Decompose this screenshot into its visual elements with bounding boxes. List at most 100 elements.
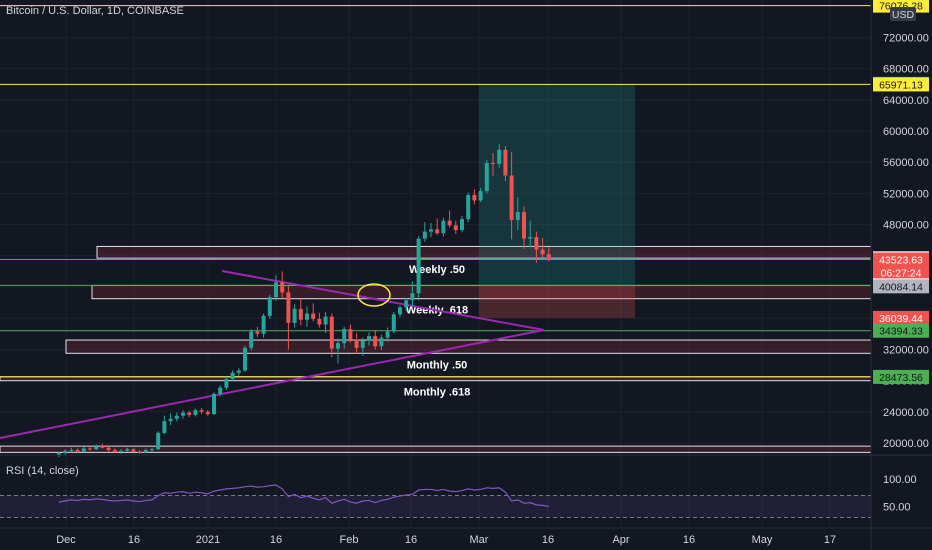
candle-body <box>212 393 216 415</box>
candle-body <box>379 337 384 347</box>
zone-label: Weekly .50 <box>409 264 465 276</box>
price-tick-label: 68000.00 <box>883 64 929 76</box>
candle-body <box>230 372 235 380</box>
candle-body <box>168 418 173 422</box>
price-tick-label: 64000.00 <box>883 95 929 107</box>
candle-body <box>491 162 495 164</box>
candle-body <box>156 432 161 450</box>
candle-body <box>280 282 285 293</box>
candle-body <box>69 450 74 452</box>
candle-body <box>298 308 303 320</box>
price-tag-bg <box>873 265 929 280</box>
price-tag-text: 40084.14 <box>879 281 923 293</box>
price-tag-bg <box>873 310 929 325</box>
price-tag-text: 06:27:24 <box>881 268 922 280</box>
candle-body <box>441 220 446 234</box>
currency-badge: USD <box>890 7 916 21</box>
candle-body <box>63 450 68 454</box>
candle-body <box>373 336 378 347</box>
candle-body <box>137 451 142 453</box>
zone-layer: Weekly .50Weekly .618Monthly .50Monthly … <box>0 245 872 453</box>
price-tag-bg <box>873 279 929 294</box>
candle-body <box>205 411 210 415</box>
rsi-legend: RSI (14, close) <box>6 465 79 477</box>
candle-body <box>323 316 328 325</box>
candle-body <box>478 191 483 201</box>
candle-body <box>119 450 123 452</box>
price-tag-text: 34394.33 <box>879 326 923 338</box>
candle-body <box>336 343 340 349</box>
time-tick-label: 16 <box>542 534 554 546</box>
candle-body <box>503 149 508 176</box>
candle-body <box>292 308 297 323</box>
candle-body <box>422 231 427 239</box>
symbol-title: Bitcoin / U.S. Dollar, 1D, COINBASE <box>6 5 184 17</box>
breakout-circle <box>357 283 391 307</box>
rsi-pane <box>0 454 932 518</box>
candle-body <box>360 340 365 348</box>
candle-body <box>199 410 204 412</box>
candle-body <box>112 450 117 452</box>
candles <box>57 144 551 458</box>
price-tag-bg <box>873 77 929 92</box>
candle-body <box>249 331 254 348</box>
candle-body <box>143 450 148 453</box>
candle-body <box>57 453 61 455</box>
candle-body <box>261 315 266 334</box>
candle-body <box>174 415 179 419</box>
candle-body <box>255 331 260 334</box>
candle-body <box>181 412 185 416</box>
candle-body <box>410 293 415 301</box>
candle-body <box>224 379 229 388</box>
price-tick-label: 52000.00 <box>883 188 929 200</box>
price-tag: 40084.14 <box>873 279 929 294</box>
candle-body <box>528 237 533 239</box>
zone-label: Monthly .50 <box>407 359 468 371</box>
price-tag-bg <box>873 369 929 384</box>
price-tag: 36039.44 <box>873 310 929 325</box>
candle-body <box>466 194 471 220</box>
price-tick-label: 32000.00 <box>883 344 929 356</box>
price-tick-label: 48000.00 <box>883 220 929 232</box>
candle-body <box>131 449 136 452</box>
candle-body <box>267 297 272 316</box>
time-tick-label: Feb <box>340 534 359 546</box>
candle-body <box>75 450 80 452</box>
candle-body <box>540 249 545 255</box>
time-tick-label: 16 <box>405 534 417 546</box>
candle-body <box>187 412 192 415</box>
time-tick-label: 17 <box>824 534 836 546</box>
candle-body <box>286 292 291 323</box>
price-tag-text: 36039.44 <box>879 313 923 325</box>
candle-body <box>484 162 489 192</box>
candle-body <box>348 329 353 340</box>
candle-body <box>81 448 86 452</box>
candle-body <box>509 175 514 220</box>
price-tags: 76076.2866045.3465971.1343673.7343523.63… <box>873 0 929 384</box>
candle-body <box>125 449 130 451</box>
candle-body <box>453 225 458 231</box>
candle-body <box>429 229 433 232</box>
zone-box <box>65 339 872 354</box>
candle-body <box>243 347 247 371</box>
candle-body <box>416 238 421 294</box>
candle-body <box>329 316 334 349</box>
candle-body <box>236 370 241 373</box>
loss-zone <box>479 285 635 318</box>
time-tick-label: Mar <box>470 534 489 546</box>
horizontal-lines <box>0 5 871 378</box>
long-position-tool <box>479 83 635 318</box>
candle-body <box>311 313 316 319</box>
candle-body <box>342 329 347 344</box>
zone-label: Monthly .618 <box>404 387 471 399</box>
zone-box <box>0 445 872 453</box>
candle-body <box>150 449 154 451</box>
price-tag: 43523.63 <box>873 252 929 267</box>
candle-body <box>472 194 477 201</box>
price-tick-label: 72000.00 <box>883 32 929 44</box>
candle-body <box>305 313 309 320</box>
candle-body <box>435 229 440 234</box>
candle-body <box>398 307 402 315</box>
